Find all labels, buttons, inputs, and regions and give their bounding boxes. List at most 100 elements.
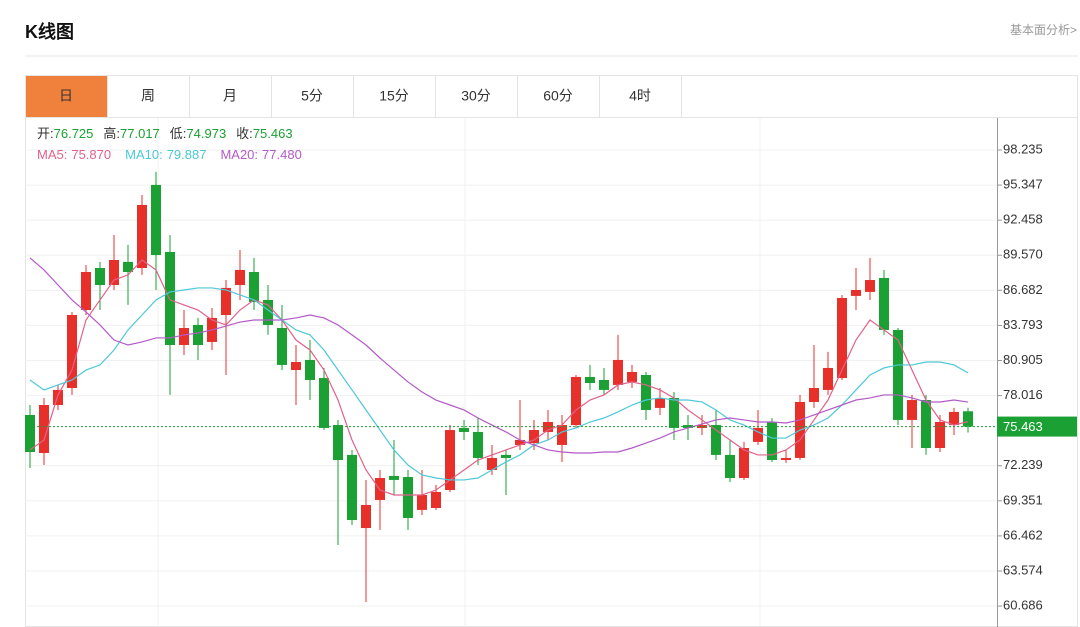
tab-label[interactable]: 15分 (379, 88, 409, 104)
candle-body (907, 400, 917, 420)
tab[interactable]: 60分 (517, 75, 600, 118)
fundamental-link[interactable]: 基本面分析> (1010, 23, 1077, 37)
ohlc-label: 开: (37, 126, 54, 141)
candle-body (81, 272, 91, 311)
ma-legend: MA5: 75.870 MA10: 79.887 MA20: 77.480 (37, 147, 302, 162)
tab-label[interactable]: 30分 (461, 88, 491, 104)
legend-value: 79.887 (167, 147, 207, 162)
candle-body (137, 204, 147, 268)
tab[interactable]: 月 (189, 75, 272, 118)
candle-body (319, 378, 329, 428)
candle-body (473, 431, 483, 458)
y-tick-label: 66.462 (1003, 527, 1043, 542)
candle-body (557, 425, 567, 445)
candle-body (515, 439, 525, 445)
candle-body (25, 414, 35, 453)
ohlc-value: 76.725 (54, 126, 94, 141)
candle-body (109, 259, 119, 286)
candle-body (949, 411, 959, 426)
candle-body (543, 422, 553, 432)
legend-value: 77.480 (262, 147, 302, 162)
candle-body (571, 376, 581, 426)
tab-bg (353, 75, 436, 118)
tab-bg (107, 75, 190, 118)
tab-bg (271, 75, 354, 118)
y-tick-label: 86.682 (1003, 282, 1043, 297)
candle-body (333, 425, 343, 461)
y-tick-label: 78.016 (1003, 387, 1043, 402)
ma-line (29, 257, 969, 454)
candle-body (627, 371, 637, 382)
y-tick-label: 63.574 (1003, 562, 1043, 577)
candle-body (249, 272, 259, 303)
ohlc-value: 75.463 (253, 126, 293, 141)
candle-body (683, 425, 693, 428)
tab-label[interactable]: 日 (59, 88, 73, 104)
candle-body (445, 430, 455, 491)
legend-value: 75.870 (71, 147, 111, 162)
candle-body (655, 397, 665, 408)
candle-body (235, 269, 245, 286)
tab[interactable]: 5分 (271, 75, 354, 118)
candle-body (599, 379, 609, 390)
candle-body (277, 327, 287, 365)
y-tick-label: 89.570 (1003, 247, 1043, 262)
candle-body (963, 411, 973, 427)
y-tick-label: 80.905 (1003, 352, 1043, 367)
ohlc-label: 高: (103, 126, 120, 141)
tab-bg (517, 75, 600, 118)
tab-label[interactable]: 周 (141, 88, 155, 104)
tab-label[interactable]: 4时 (629, 88, 651, 104)
candle-body (935, 422, 945, 448)
candle-body (179, 327, 189, 346)
candle-body (95, 267, 105, 286)
y-tick-label: 83.793 (1003, 317, 1043, 332)
candle-body (221, 287, 231, 316)
candle-body (53, 389, 63, 406)
candle-body (389, 475, 399, 480)
candle-body (529, 430, 539, 444)
candle-body (347, 454, 357, 521)
legend-name: MA5: (37, 147, 67, 162)
candle-body (921, 400, 931, 448)
candle-body (711, 425, 721, 455)
tab-bg (25, 75, 108, 118)
legend-name: MA20: (220, 147, 258, 162)
tab[interactable]: 15分 (353, 75, 436, 118)
tab[interactable]: 周 (107, 75, 190, 118)
candle-body (417, 495, 427, 510)
last-price-label: 75.463 (1003, 419, 1043, 434)
candle-body (291, 362, 301, 371)
legend-name: MA10: (125, 147, 163, 162)
tab[interactable]: 4时 (599, 75, 682, 118)
candle-body (67, 315, 77, 388)
candle-body (305, 359, 315, 380)
candle-body (767, 422, 777, 461)
candle-body (753, 427, 763, 442)
candle-body (725, 454, 735, 478)
ohlc-info: 开:76.725 高:77.017 低:74.973 收:75.463 (37, 126, 293, 141)
candle-body (431, 491, 441, 508)
candle-body (613, 359, 623, 385)
candle-body (781, 457, 791, 461)
candle-body (501, 454, 511, 458)
tab-bg (599, 75, 682, 118)
candle-body (193, 324, 203, 346)
tab-label[interactable]: 5分 (301, 88, 323, 104)
candle-body (361, 504, 371, 529)
candle-body (123, 261, 133, 273)
tab-label[interactable]: 60分 (543, 88, 573, 104)
tab[interactable]: 30分 (435, 75, 518, 118)
candle-body (669, 397, 679, 428)
y-tick-label: 72.239 (1003, 457, 1043, 472)
tab[interactable]: 日 (25, 75, 108, 118)
candle-body (487, 457, 497, 470)
candle-body (151, 184, 161, 256)
y-tick-label: 98.235 (1003, 141, 1043, 156)
tab-label[interactable]: 月 (223, 88, 237, 104)
candle-body (879, 277, 889, 330)
candle-body (823, 367, 833, 390)
candle-body (865, 280, 875, 292)
candle-body (403, 477, 413, 518)
